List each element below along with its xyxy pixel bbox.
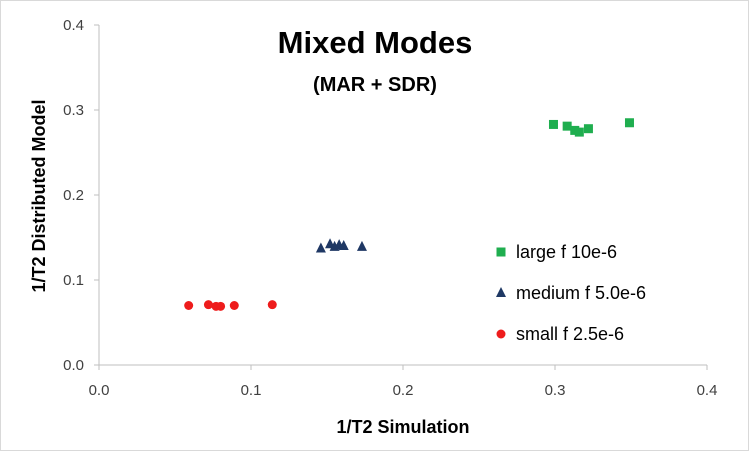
data-point: [570, 125, 580, 135]
data-point: [184, 301, 194, 310]
data-point: [624, 118, 634, 128]
data-point: [267, 300, 277, 310]
y-tick-label: 0.4: [63, 17, 84, 34]
legend-marker-square: [496, 247, 506, 257]
data-point: [356, 240, 367, 251]
data-point: [216, 301, 226, 311]
x-tick-label: 0.1: [241, 382, 262, 399]
x-tick-label: 0.3: [545, 382, 566, 399]
data-point: [583, 124, 593, 134]
legend-label: large f 10e-6: [516, 242, 617, 262]
data-point: [562, 121, 572, 131]
data-point: [338, 240, 349, 250]
legend-label: small f 2.5e-6: [516, 324, 624, 344]
y-axis-title: 1/T2 Distributed Model: [29, 99, 49, 292]
y-tick-label: 0.1: [63, 272, 84, 289]
data-point: [315, 242, 326, 253]
data-point: [574, 127, 584, 137]
legend-item: medium f 5.0e-6: [496, 283, 646, 303]
x-tick-label: 0.4: [697, 382, 718, 399]
series-circle: [184, 300, 277, 311]
data-point: [203, 300, 213, 310]
x-tick-label: 0.2: [393, 382, 414, 399]
legend-marker-circle: [496, 329, 506, 339]
series-square: [548, 118, 634, 137]
x-axis-title: 1/T2 Simulation: [336, 417, 469, 437]
chart-subtitle: (MAR + SDR): [313, 74, 437, 96]
axes: [94, 24, 708, 370]
legend-item: small f 2.5e-6: [496, 324, 624, 344]
data-point: [548, 119, 558, 129]
data-point: [229, 301, 239, 310]
series-triangle: [315, 238, 367, 253]
y-tick-label: 0.0: [63, 357, 84, 374]
legend-item: large f 10e-6: [496, 242, 617, 262]
chart-title: Mixed Modes: [278, 25, 473, 60]
legend-marker-triangle: [496, 287, 506, 297]
legend-label: medium f 5.0e-6: [516, 283, 646, 303]
tick-labels: 0.0 0.1 0.2 0.3 0.4 0.0 0.1 0.2 0.3 0.4: [63, 17, 717, 399]
legend: large f 10e-6 medium f 5.0e-6 small f 2.5e…: [496, 242, 646, 344]
x-tick-label: 0.0: [89, 382, 110, 399]
y-tick-label: 0.3: [63, 102, 84, 119]
y-tick-label: 0.2: [63, 187, 84, 204]
data-points: [184, 118, 634, 311]
